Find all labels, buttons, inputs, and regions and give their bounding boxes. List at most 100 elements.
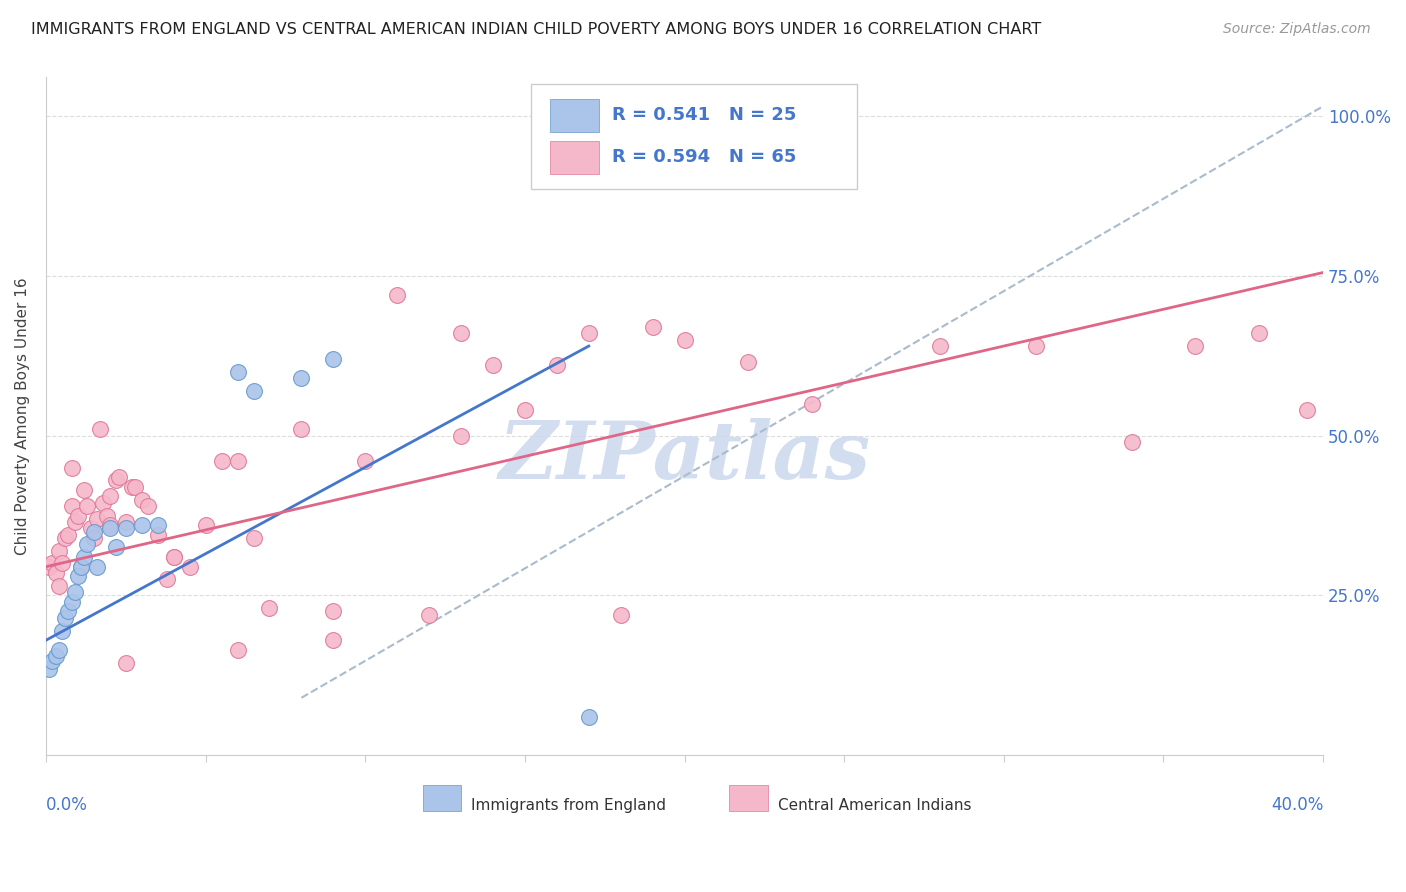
Point [1025, 339, 1047, 353]
Point [578, 710, 600, 724]
Point [105, 541, 128, 555]
Point [259, 601, 281, 615]
Text: R = 0.541   N = 25: R = 0.541 N = 25 [612, 106, 796, 124]
Point [418, 607, 440, 622]
Point [98, 518, 121, 533]
Point [41, 654, 63, 668]
Point [146, 518, 169, 533]
Point [242, 531, 264, 545]
Point [121, 480, 143, 494]
Point [70, 559, 93, 574]
Point [513, 403, 536, 417]
Text: 40.0%: 40.0% [1271, 796, 1323, 814]
Point [86, 559, 108, 574]
Point [354, 454, 377, 468]
Point [76, 537, 98, 551]
Point [737, 355, 759, 369]
Point [226, 365, 249, 379]
Point [63, 515, 86, 529]
Point [242, 384, 264, 398]
FancyBboxPatch shape [531, 84, 858, 189]
Point [86, 512, 108, 526]
Point [322, 604, 344, 618]
Point [83, 524, 105, 539]
Point [38, 559, 60, 574]
Point [76, 499, 98, 513]
Point [385, 288, 408, 302]
Point [131, 518, 153, 533]
Point [58, 604, 80, 618]
Point [58, 527, 80, 541]
Point [1121, 434, 1143, 449]
Point [51, 557, 73, 571]
Point [929, 339, 952, 353]
Text: Source: ZipAtlas.com: Source: ZipAtlas.com [1223, 22, 1371, 37]
Point [114, 515, 136, 529]
Point [322, 633, 344, 648]
Point [73, 550, 96, 565]
Point [51, 624, 73, 638]
Point [38, 662, 60, 676]
Text: ZIPatlas: ZIPatlas [499, 418, 870, 496]
Point [1184, 339, 1206, 353]
Point [79, 521, 101, 535]
FancyBboxPatch shape [551, 141, 599, 174]
Point [156, 573, 179, 587]
FancyBboxPatch shape [551, 99, 599, 132]
Text: 0.0%: 0.0% [46, 796, 87, 814]
Point [53, 611, 76, 625]
Point [578, 326, 600, 341]
Point [98, 521, 121, 535]
Point [93, 496, 115, 510]
Point [73, 483, 96, 497]
Point [482, 358, 505, 372]
Point [98, 489, 121, 503]
Point [96, 508, 118, 523]
Point [45, 566, 67, 580]
Point [60, 499, 83, 513]
Point [108, 470, 131, 484]
Point [48, 543, 70, 558]
Point [70, 559, 93, 574]
Point [131, 492, 153, 507]
Point [1296, 403, 1319, 417]
Point [546, 358, 568, 372]
Point [124, 480, 146, 494]
Point [673, 333, 696, 347]
Point [105, 474, 128, 488]
FancyBboxPatch shape [730, 785, 768, 811]
Point [1249, 326, 1271, 341]
Point [290, 422, 312, 436]
Point [60, 460, 83, 475]
Point [226, 454, 249, 468]
Point [609, 607, 631, 622]
Point [801, 396, 824, 410]
FancyBboxPatch shape [423, 785, 461, 811]
Point [45, 649, 67, 664]
Point [163, 550, 186, 565]
Point [41, 557, 63, 571]
Point [89, 422, 111, 436]
Text: Central American Indians: Central American Indians [778, 798, 972, 813]
Point [450, 326, 472, 341]
Point [114, 521, 136, 535]
Point [66, 569, 89, 583]
Point [48, 579, 70, 593]
Point [48, 643, 70, 657]
Point [66, 508, 89, 523]
Point [179, 559, 201, 574]
Point [211, 454, 233, 468]
Point [136, 499, 159, 513]
Point [146, 527, 169, 541]
Y-axis label: Child Poverty Among Boys Under 16: Child Poverty Among Boys Under 16 [15, 277, 30, 555]
Point [53, 531, 76, 545]
Point [83, 531, 105, 545]
Point [163, 550, 186, 565]
Point [322, 351, 344, 366]
Point [450, 428, 472, 442]
Point [114, 656, 136, 670]
Point [290, 371, 312, 385]
Point [194, 518, 217, 533]
Text: R = 0.594   N = 65: R = 0.594 N = 65 [612, 148, 796, 167]
Text: IMMIGRANTS FROM ENGLAND VS CENTRAL AMERICAN INDIAN CHILD POVERTY AMONG BOYS UNDE: IMMIGRANTS FROM ENGLAND VS CENTRAL AMERI… [31, 22, 1042, 37]
